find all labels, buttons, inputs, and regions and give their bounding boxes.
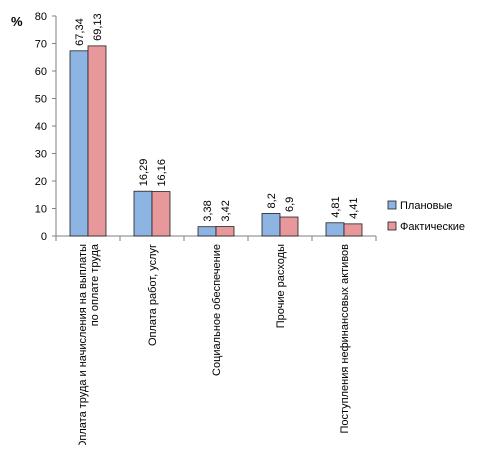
bar-actual (215, 226, 235, 237)
y-tick-label: 10 (35, 204, 47, 216)
bar-planned (133, 190, 153, 237)
legend-swatch (387, 200, 397, 210)
legend: Плановые Фактические (387, 200, 465, 233)
x-axis (55, 235, 377, 241)
legend-label: Фактические (400, 221, 465, 233)
bar-actual (151, 191, 171, 237)
bar-planned (261, 213, 281, 237)
data-label: 4,41 (348, 197, 360, 218)
y-axis-label: % (11, 14, 23, 29)
y-tick-label: 0 (41, 231, 47, 243)
bar-series-group (69, 45, 363, 237)
data-label: 6,9 (284, 197, 296, 212)
y-tick-label: 70 (35, 39, 47, 51)
bar-actual (87, 45, 107, 237)
y-tick-label: 50 (35, 94, 47, 106)
data-label: 67,34 (74, 18, 86, 46)
y-tick-label: 20 (35, 176, 47, 188)
x-tick-label: Прочие расходы (275, 244, 287, 328)
bar-actual (343, 223, 363, 237)
data-label: 16,29 (138, 159, 150, 187)
category-labels-group: Оплата труда и начисления на выплатыпо о… (77, 243, 351, 449)
y-tick-label: 30 (35, 149, 47, 161)
data-label: 3,38 (202, 200, 214, 221)
y-axis: 0 10 20 30 40 50 60 70 80 (35, 11, 57, 243)
data-label: 4,81 (330, 196, 342, 217)
bar-planned (325, 222, 345, 237)
data-label: 69,13 (92, 13, 104, 41)
x-tick-label: Оплата работ, услуг (147, 244, 159, 346)
x-tick-label: Поступления нефинансовых активов (339, 244, 351, 434)
x-tick-label: Социальное обеспечение (211, 244, 223, 376)
legend-swatch (387, 221, 397, 231)
y-tick-label: 80 (35, 11, 47, 23)
data-label: 16,16 (156, 159, 168, 187)
data-label: 8,2 (266, 193, 278, 208)
legend-label: Плановые (400, 200, 453, 212)
data-label: 3,42 (220, 200, 232, 221)
bar-actual (279, 216, 299, 237)
bar-planned (197, 226, 217, 237)
y-tick-label: 60 (35, 66, 47, 78)
y-tick-label: 40 (35, 121, 47, 133)
bar-planned (69, 50, 89, 237)
x-tick-label: Оплата труда и начисления на выплатыпо о… (77, 243, 101, 445)
data-labels-group: 67,34 69,13 16,29 16,16 3,38 3,42 8,2 6,9 4,81 4,… (74, 13, 360, 221)
